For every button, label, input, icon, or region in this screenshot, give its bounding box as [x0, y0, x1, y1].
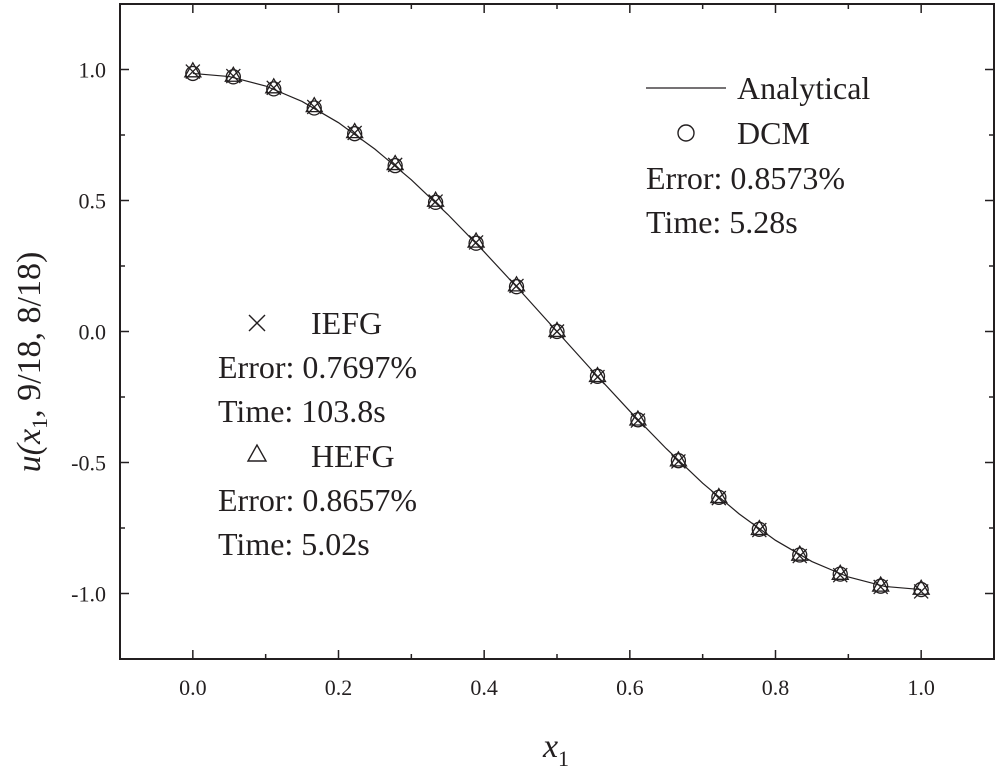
marker-group: [183, 61, 931, 599]
y-axis-title-prefix: u(x: [11, 429, 48, 472]
series-dcm-point: [185, 65, 201, 82]
tick-label-group: 0.0 0.2 0.4 0.6 0.8 1.0 1.0 0.5 0.0 -0.5 -1.0: [71, 58, 935, 701]
series-dcm-point: [225, 69, 241, 85]
series-dcm-point: [266, 81, 282, 97]
legend-iefg-error: Error: 0.7697%: [218, 349, 417, 385]
series-hefg-point: [547, 321, 567, 338]
x-tick-label: 0.2: [325, 675, 353, 700]
series-hefg-point: [709, 487, 728, 504]
y-tick-label: -0.5: [71, 451, 106, 476]
legend-upper: Analytical DCM Error: 0.8573% Time: 5.28…: [646, 70, 870, 240]
series-hefg-point: [183, 61, 202, 78]
series-dcm-point: [306, 100, 322, 116]
series-dcm-point: [670, 453, 687, 469]
series-hefg-point: [345, 122, 364, 139]
series-hefg-point: [669, 450, 688, 467]
legend-hefg-label: HEFG: [311, 438, 395, 474]
series-hefg-point: [912, 578, 931, 595]
tick-group: [119, 3, 995, 660]
series-dcm-point: [508, 279, 525, 295]
series-dcm-point: [711, 489, 727, 505]
series-dcm-point: [347, 126, 363, 142]
y-axis-title-subscript: 1: [27, 418, 52, 429]
series-hefg-point: [790, 544, 809, 561]
y-tick-label: 0.5: [79, 189, 107, 214]
legend-analytical-label: Analytical: [737, 70, 870, 106]
series-hefg-point: [466, 231, 486, 248]
y-tick-label: 1.0: [79, 58, 107, 83]
x-tick-label: 0.0: [179, 675, 207, 700]
legend-left: IEFG Error: 0.7697% Time: 103.8s HEFG Er…: [218, 305, 417, 562]
series-hefg-point: [224, 65, 243, 82]
series-dcm-point: [427, 194, 444, 210]
series-hefg-point: [628, 409, 648, 426]
series-dcm-point: [751, 521, 767, 537]
series-hefg-point: [588, 366, 607, 383]
x-tick-label: 0.6: [616, 675, 644, 700]
series-dcm-point: [387, 158, 403, 174]
series-hefg-point: [264, 77, 283, 94]
legend-iefg-time: Time: 103.8s: [218, 393, 386, 429]
x-axis-title-main: x: [542, 728, 558, 765]
x-axis-title: x1: [542, 728, 569, 771]
y-tick-label: -1.0: [71, 582, 106, 607]
series-dcm-point: [468, 235, 484, 251]
x-tick-label: 0.4: [470, 675, 498, 700]
series-iefg-point-stroke: [913, 583, 929, 599]
legend-dcm-label: DCM: [737, 115, 810, 151]
series-dcm-point: [832, 566, 848, 582]
legend-dcm-error: Error: 0.8573%: [646, 160, 845, 196]
y-tick-label: 0.0: [79, 320, 107, 345]
x-axis-title-subscript: 1: [558, 746, 569, 771]
y-axis-title-suffix: , 9/18, 8/18): [11, 252, 48, 418]
legend-iefg-label: IEFG: [311, 305, 382, 341]
series-hefg-point: [750, 519, 769, 536]
series-dcm-point: [792, 547, 808, 563]
series-dcm-point: [589, 368, 606, 384]
series-dcm-point: [913, 581, 929, 598]
legend-dcm-time: Time: 5.28s: [646, 204, 798, 240]
series-dcm-point: [873, 578, 889, 594]
legend-hefg-time: Time: 5.02s: [218, 526, 370, 562]
series-hefg-point: [386, 154, 405, 171]
series-hefg-point: [871, 575, 890, 592]
y-axis-title: u(x1, 9/18, 8/18): [11, 252, 52, 473]
series-dcm-point: [549, 323, 565, 340]
legend-hefg-triangle-icon: [246, 443, 268, 462]
series-hefg-point: [507, 275, 526, 292]
x-tick-label: 0.8: [762, 675, 790, 700]
series-iefg-point: [913, 583, 929, 599]
series-hefg-point: [426, 190, 445, 207]
legend-dcm-circle-icon: [677, 124, 695, 142]
series-hefg-point: [831, 564, 850, 580]
x-tick-label: 1.0: [907, 675, 935, 700]
legend-hefg-error: Error: 0.8657%: [218, 482, 417, 518]
legend-iefg-cross-icon: [248, 314, 266, 332]
series-hefg-point: [305, 96, 324, 113]
series-dcm-point: [630, 412, 646, 428]
